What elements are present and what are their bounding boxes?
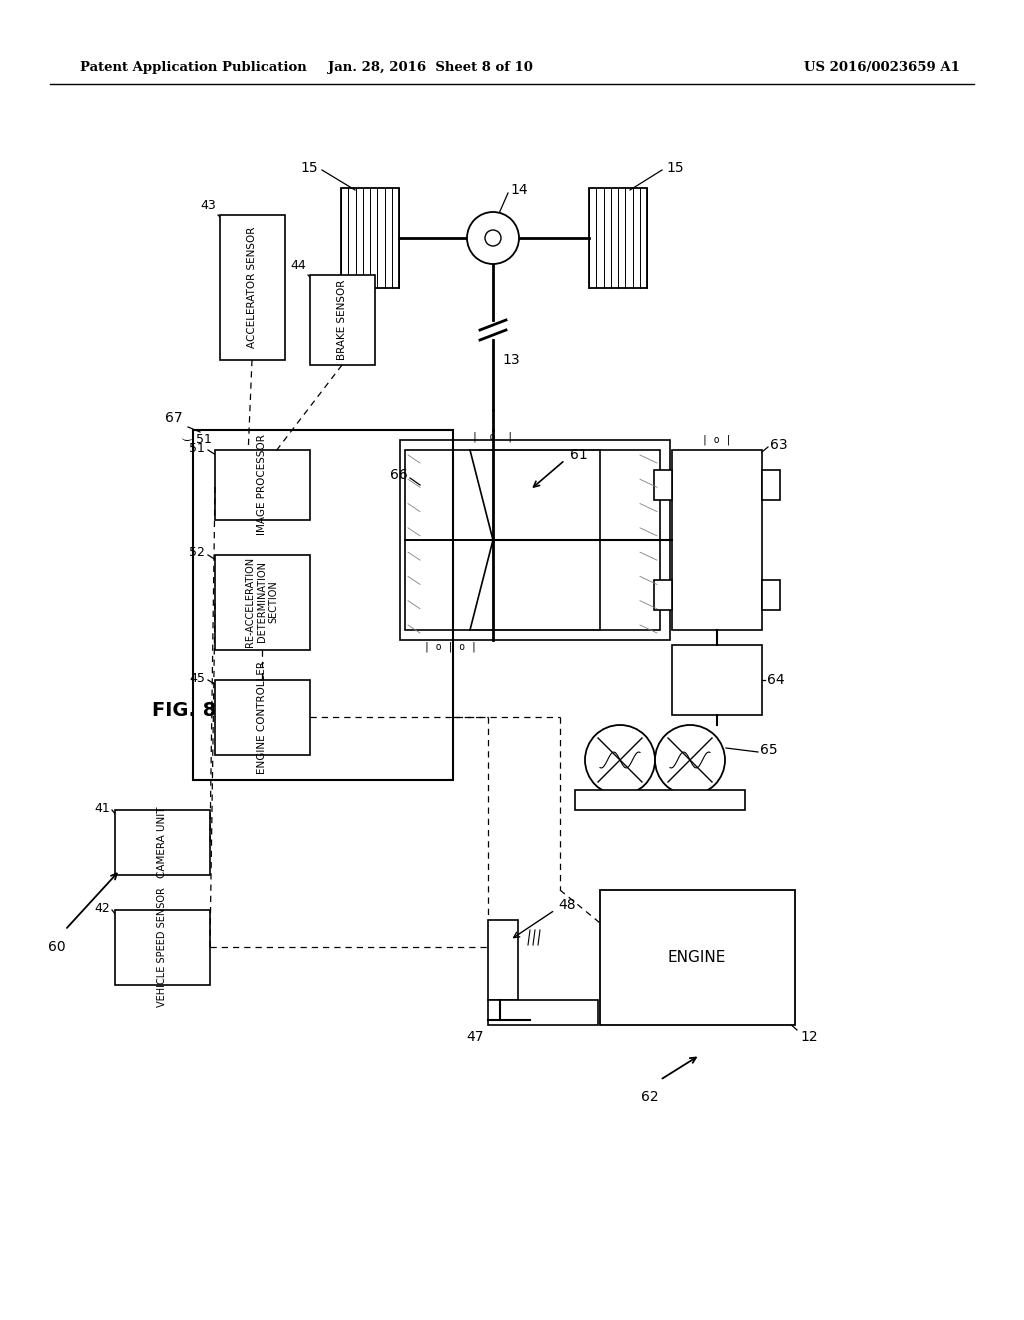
Circle shape bbox=[655, 725, 725, 795]
Text: ENGINE: ENGINE bbox=[668, 949, 726, 965]
Bar bbox=[672, 450, 762, 630]
Bar bbox=[488, 920, 518, 1001]
Text: 15: 15 bbox=[300, 161, 318, 176]
Bar bbox=[654, 470, 672, 500]
Text: Jan. 28, 2016  Sheet 8 of 10: Jan. 28, 2016 Sheet 8 of 10 bbox=[328, 62, 532, 74]
Bar bbox=[193, 430, 453, 780]
Text: 65: 65 bbox=[760, 743, 777, 756]
Bar bbox=[115, 909, 210, 985]
Text: 15: 15 bbox=[666, 161, 684, 176]
Bar bbox=[762, 579, 780, 610]
Bar bbox=[215, 680, 310, 755]
Text: 43: 43 bbox=[201, 199, 216, 213]
Text: 48: 48 bbox=[558, 898, 575, 912]
Text: 52: 52 bbox=[189, 546, 205, 560]
Text: 61: 61 bbox=[570, 447, 588, 462]
Text: 67: 67 bbox=[165, 411, 183, 425]
Text: 41: 41 bbox=[94, 801, 110, 814]
Text: VEHICLE SPEED SENSOR: VEHICLE SPEED SENSOR bbox=[157, 887, 167, 1007]
Text: |  o  |: | o | bbox=[472, 432, 514, 442]
Text: 44: 44 bbox=[290, 259, 306, 272]
Text: BRAKE SENSOR: BRAKE SENSOR bbox=[337, 280, 347, 360]
Bar bbox=[310, 275, 375, 366]
Bar bbox=[762, 470, 780, 500]
Text: RE-ACCELERATION
DETERMINATION
SECTION: RE-ACCELERATION DETERMINATION SECTION bbox=[246, 557, 279, 647]
Text: IMAGE PROCESSOR: IMAGE PROCESSOR bbox=[257, 434, 267, 536]
Text: 12: 12 bbox=[800, 1030, 817, 1044]
Bar bbox=[654, 579, 672, 610]
Text: 51: 51 bbox=[189, 441, 205, 454]
Bar bbox=[672, 645, 762, 715]
Text: 66: 66 bbox=[390, 469, 408, 482]
Circle shape bbox=[467, 213, 519, 264]
Bar bbox=[341, 187, 399, 288]
Text: CAMERA UNIT: CAMERA UNIT bbox=[157, 807, 167, 878]
Bar bbox=[215, 450, 310, 520]
Text: 42: 42 bbox=[94, 902, 110, 915]
Text: ACCELERATOR SENSOR: ACCELERATOR SENSOR bbox=[247, 226, 257, 347]
Bar bbox=[215, 554, 310, 649]
Text: FIG. 8: FIG. 8 bbox=[152, 701, 216, 719]
Text: 47: 47 bbox=[467, 1030, 484, 1044]
Bar bbox=[488, 1001, 598, 1026]
Bar bbox=[600, 890, 795, 1026]
Text: 14: 14 bbox=[510, 183, 527, 197]
Bar bbox=[589, 187, 647, 288]
Text: ENGINE CONTROLLER: ENGINE CONTROLLER bbox=[257, 660, 267, 774]
Text: | o | o |: | o | o | bbox=[424, 642, 476, 652]
Text: 63: 63 bbox=[770, 438, 787, 451]
Text: US 2016/0023659 A1: US 2016/0023659 A1 bbox=[804, 62, 961, 74]
Text: 64: 64 bbox=[767, 673, 784, 686]
Text: | o |: | o | bbox=[702, 434, 732, 445]
Text: 45: 45 bbox=[189, 672, 205, 685]
Circle shape bbox=[485, 230, 501, 246]
Bar bbox=[575, 789, 745, 810]
Text: Patent Application Publication: Patent Application Publication bbox=[80, 62, 307, 74]
Text: 62: 62 bbox=[641, 1090, 658, 1104]
Bar bbox=[220, 215, 285, 360]
Bar bbox=[115, 810, 210, 875]
Circle shape bbox=[585, 725, 655, 795]
Text: $\smile$51: $\smile$51 bbox=[178, 433, 212, 446]
Text: 60: 60 bbox=[48, 940, 66, 954]
Bar bbox=[400, 440, 670, 640]
Text: 13: 13 bbox=[502, 352, 519, 367]
